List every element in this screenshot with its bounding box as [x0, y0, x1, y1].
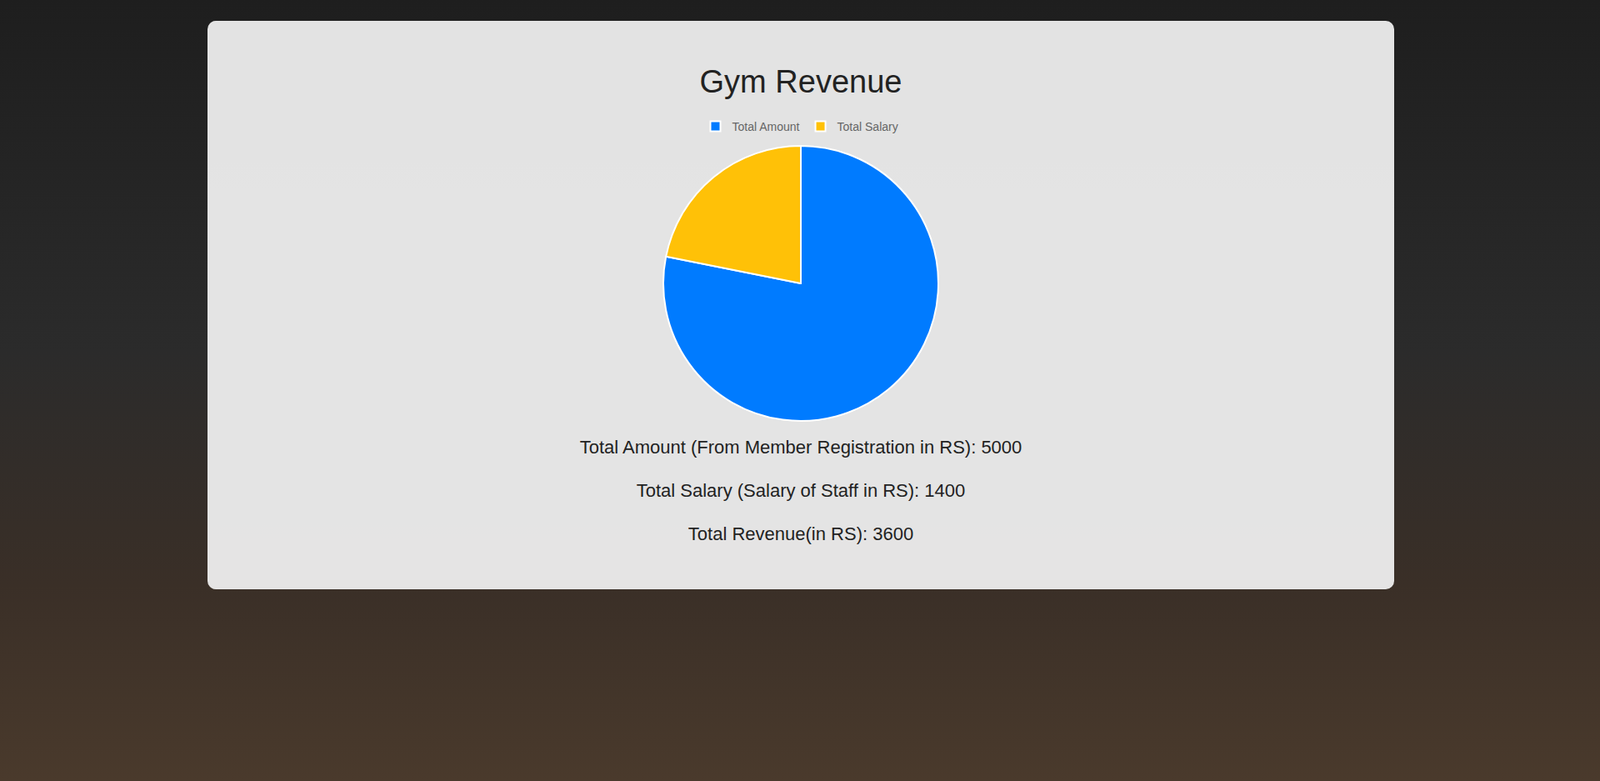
svg-text:Gym Revenue: Gym Revenue	[700, 64, 903, 100]
html-text:Total Amount (From Member Regi: Total Amount (From Member Registration i…	[579, 436, 1022, 458]
svg-text:Total Amount: Total Amount	[732, 120, 800, 134]
html-text:Total Revenue(in RS): 3600: Total Revenue(in RS): 3600	[688, 523, 914, 545]
html-text:Total Salary (Salary of Staff: Total Salary (Salary of Staff in RS): 14…	[636, 480, 966, 501]
svg-text:Total Salary: Total Salary	[837, 120, 899, 134]
